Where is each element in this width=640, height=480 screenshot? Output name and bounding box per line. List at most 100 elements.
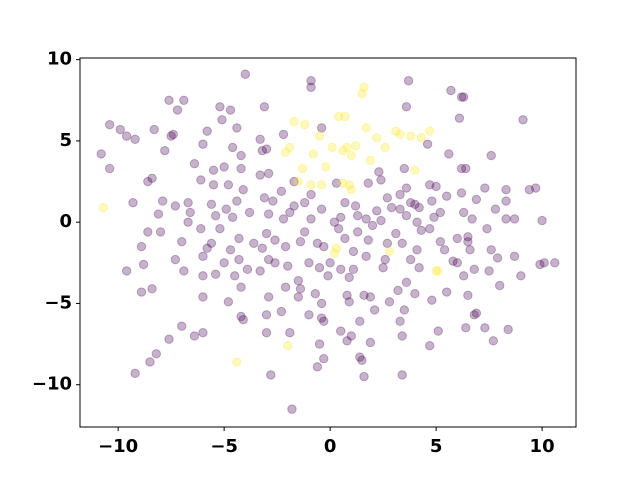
scatter-point: [185, 207, 195, 218]
scatter-point: [198, 251, 208, 262]
scatter-point: [304, 310, 314, 320]
scatter-point: [492, 253, 503, 263]
scatter-point: [484, 266, 494, 276]
scatter-point: [518, 115, 528, 125]
scatter-point: [280, 241, 291, 252]
scatter-point: [157, 196, 168, 206]
scatter-point: [344, 272, 354, 283]
scatter-point: [304, 258, 314, 268]
scatter-point: [244, 207, 255, 218]
scatter-point: [232, 123, 242, 133]
scatter-point: [227, 212, 238, 223]
scatter-point: [391, 126, 401, 136]
scatter-point: [238, 184, 248, 195]
scatter-point: [236, 163, 246, 174]
scatter-point: [177, 236, 187, 247]
scatter-point: [96, 149, 106, 159]
scatter-point: [494, 280, 505, 291]
scatter-point: [350, 201, 361, 211]
scatter-point: [293, 292, 304, 302]
scatter-point: [465, 245, 475, 255]
scatter-point: [340, 197, 350, 208]
scatter-point: [352, 227, 363, 237]
scatter-point: [471, 194, 482, 205]
scatter-point: [531, 183, 541, 193]
scatter-point: [179, 266, 189, 276]
scatter-point: [166, 131, 176, 141]
y-tick-label: 0: [59, 211, 72, 232]
scatter-point: [130, 368, 140, 379]
scatter-point: [217, 115, 227, 125]
scatter-point: [469, 310, 479, 320]
scatter-point: [285, 207, 295, 218]
scatter-point: [355, 352, 365, 362]
scatter-point: [442, 191, 452, 201]
scatter-point: [316, 313, 327, 323]
scatter-point: [403, 76, 414, 86]
scatter-point: [283, 261, 293, 271]
scatter-point: [342, 142, 352, 153]
scatter-point: [215, 102, 225, 112]
scatter-point: [255, 170, 265, 180]
scatter-point: [333, 223, 344, 234]
scatter-point: [490, 204, 501, 214]
scatter-point: [374, 167, 384, 177]
scatter-point: [183, 217, 193, 227]
scatter-point: [458, 92, 469, 102]
scatter-point: [136, 241, 147, 252]
scatter-point: [312, 362, 323, 372]
scatter-point: [501, 184, 511, 195]
scatter-point: [537, 215, 547, 226]
scatter-point: [344, 297, 354, 307]
scatter-point: [196, 223, 206, 234]
scatter-point: [316, 298, 327, 309]
scatter-point: [306, 214, 316, 224]
scatter-point: [183, 197, 193, 208]
scatter-point: [164, 95, 174, 105]
scatter-point: [412, 217, 422, 227]
scatter-point: [378, 262, 388, 273]
scatter-point: [454, 113, 465, 123]
scatter-point: [346, 150, 357, 161]
scatter-point: [431, 181, 441, 192]
scatter-point: [278, 214, 289, 224]
scatter-point: [338, 145, 348, 156]
scatter-point: [401, 210, 412, 221]
scatter-point: [442, 287, 452, 297]
scatter-point: [232, 357, 242, 367]
scatter-point: [425, 126, 435, 136]
scatter-point: [367, 220, 378, 231]
x-tick-label: 0: [324, 436, 337, 457]
y-tick-label: −5: [44, 292, 72, 313]
scatter-point: [223, 297, 234, 307]
scatter-point: [372, 206, 382, 216]
scatter-point: [399, 305, 410, 315]
scatter-point: [384, 246, 395, 257]
scatter-point: [482, 223, 492, 234]
scatter-point: [348, 264, 359, 275]
scatter-point: [395, 204, 405, 214]
scatter-point: [338, 178, 348, 188]
scatter-point: [357, 355, 367, 366]
scatter-point: [391, 228, 401, 239]
scatter-point: [352, 210, 363, 221]
scatter-point: [206, 238, 217, 249]
scatter-point: [486, 150, 496, 161]
scatter-point: [198, 271, 208, 281]
scatter-point: [331, 178, 342, 188]
scatter-point: [397, 370, 407, 380]
scatter-point: [280, 147, 291, 157]
scatter-point: [321, 162, 331, 172]
scatter-point: [319, 316, 329, 327]
scatter-point: [208, 180, 219, 190]
scatter-point: [104, 163, 115, 174]
scatter-point: [439, 245, 450, 255]
scatter-point: [471, 308, 482, 318]
scatter-point: [333, 111, 344, 122]
scatter-point: [196, 175, 206, 185]
scatter-point: [401, 102, 412, 112]
scatter-point: [359, 82, 369, 92]
scatter-point: [363, 235, 373, 245]
scatter-point: [278, 129, 289, 140]
